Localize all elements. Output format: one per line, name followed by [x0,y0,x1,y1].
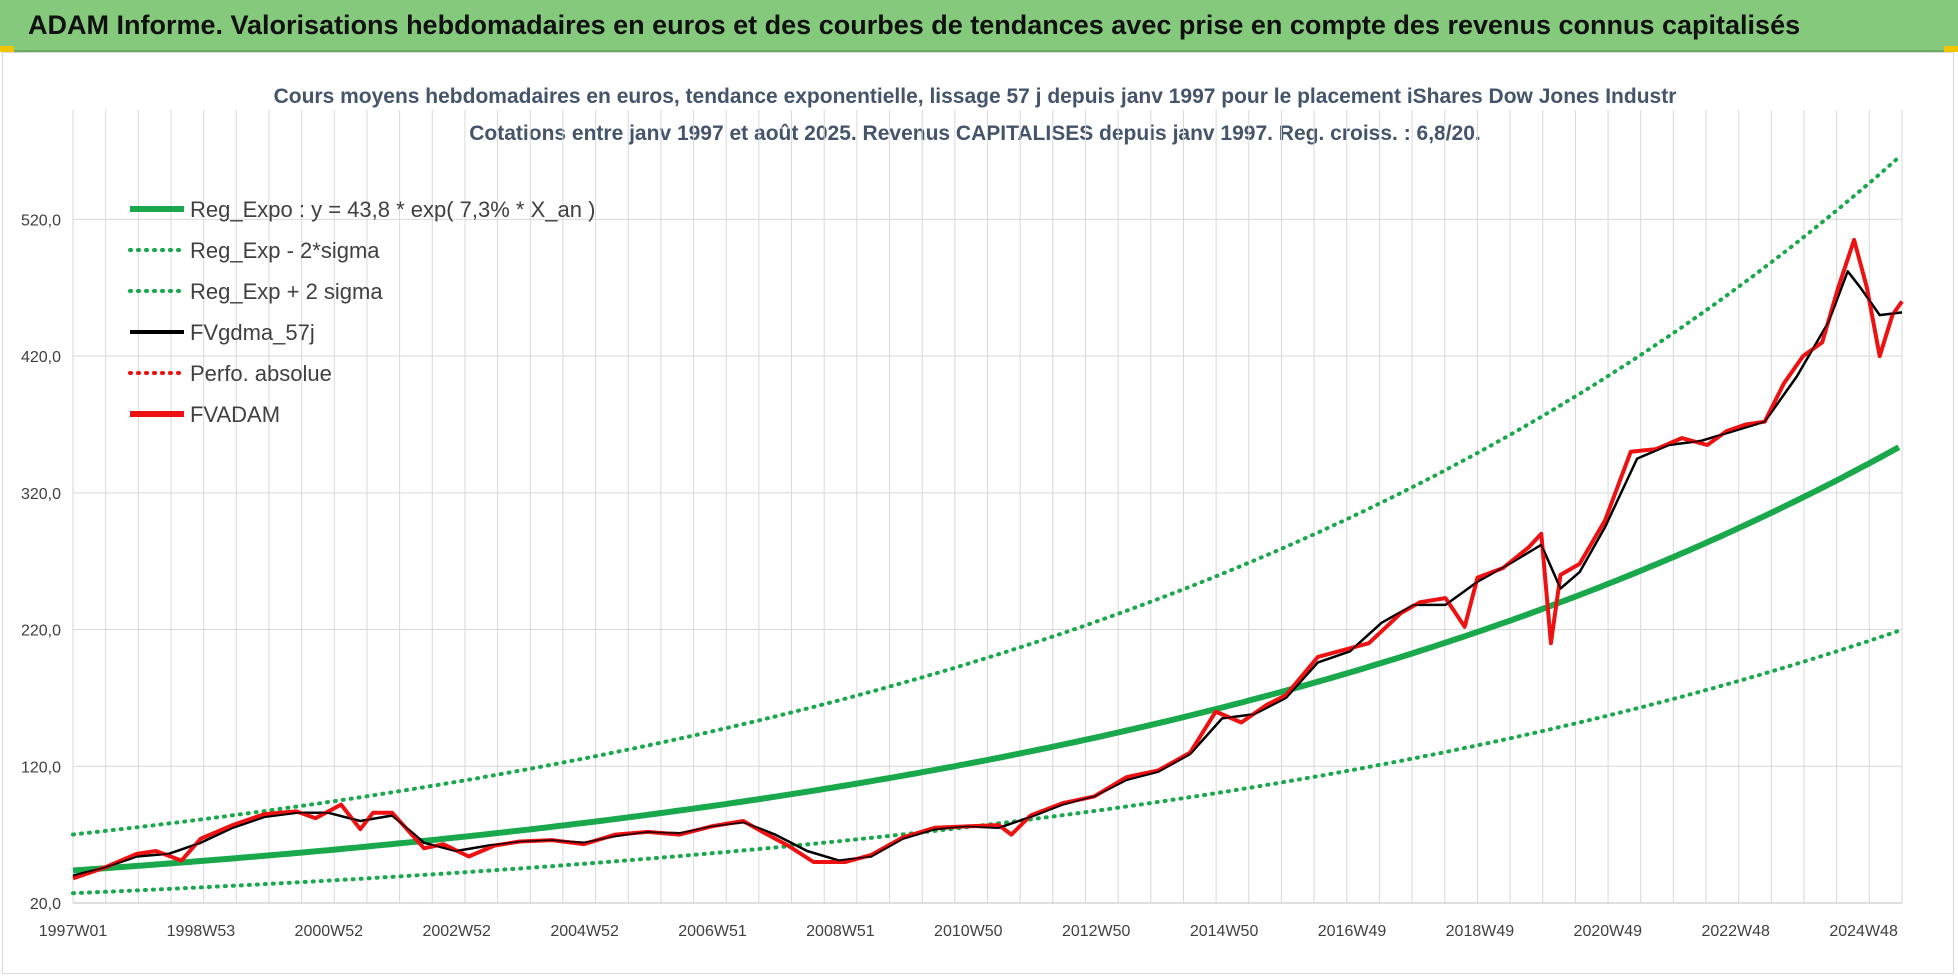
x-tick-label: 2018W49 [1446,923,1515,940]
x-tick-label: 2000W52 [295,923,364,940]
trend-lower-2sigma-line [71,628,1901,896]
legend-label: FVgdma_57j [190,320,315,345]
grid [72,110,1903,904]
y-tick-label: 120,0 [21,759,61,776]
legend: Reg_Expo : y = 43,8 * exp( 7,3% * X_an )… [128,197,595,427]
legend-label: Reg_Exp - 2*sigma [190,238,380,263]
corner-decoration-left [0,46,14,52]
x-tick-label: 2002W52 [422,923,491,940]
legend-label: FVADAM [190,402,280,427]
trend-upper-2sigma-line [71,155,1901,837]
chart-subtitle: Cotations entre janv 1997 et août 2025. … [469,122,1481,145]
corner-decoration-right [1944,46,1958,52]
y-tick-label: 520,0 [21,212,61,229]
legend-label: Reg_Exp + 2 sigma [190,279,383,304]
x-tick-label: 2008W51 [806,923,875,940]
y-tick-label: 20,0 [30,896,61,913]
plot-lines [71,155,1904,896]
axes: 20,0 120,0 220,0 320,0 420,0 520,0 1997W01 1998… [21,212,1902,940]
x-tick-label: 2012W50 [1062,923,1131,940]
x-tick-label: 2010W50 [934,923,1003,940]
trend-exponential-line [72,444,1901,874]
legend-label: Reg_Expo : y = 43,8 * exp( 7,3% * X_an ) [190,197,595,222]
x-tick-label: 2024W48 [1829,923,1898,940]
x-tick-label: 2016W49 [1318,923,1387,940]
x-tick-label: 2006W51 [678,923,747,940]
x-tick-label: 1998W53 [167,923,236,940]
y-tick-label: 320,0 [21,486,61,503]
chart-title: Cours moyens hebdomadaires en euros, ten… [274,85,1677,108]
x-tick-label: 2022W48 [1701,923,1770,940]
header-banner: ADAM Informe. Valorisations hebdomadaire… [0,0,1958,52]
y-tick-label: 220,0 [21,623,61,640]
series-fvgdma-overlay [72,270,1903,877]
y-tick-label: 420,0 [21,349,61,366]
x-tick-label: 2014W50 [1190,923,1259,940]
page-title: ADAM Informe. Valorisations hebdomadaire… [28,10,1801,40]
x-tick-label: 2004W52 [550,923,619,940]
x-tick-label: 1997W01 [39,923,108,940]
chart-frame [2,52,1954,974]
x-tick-label: 2020W49 [1574,923,1643,940]
legend-label: Perfo. absolue [190,361,332,386]
